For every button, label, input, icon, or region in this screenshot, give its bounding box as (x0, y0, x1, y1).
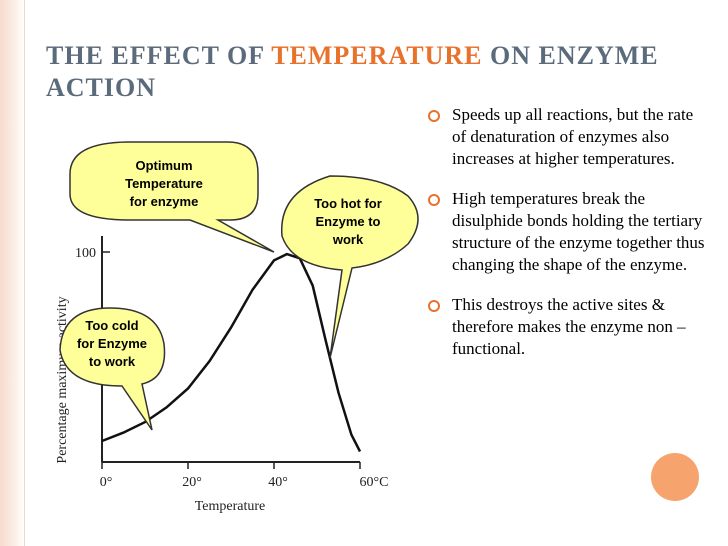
callout-too-cold-line1: Too cold (85, 318, 138, 333)
axis-ticks: 0° 20° 40° 60°C 100 (75, 246, 388, 490)
callout-optimum-line3: for enzyme (130, 194, 199, 209)
x-axis-label: Temperature (195, 499, 266, 514)
activity-curve (101, 252, 362, 453)
callout-too-cold-line2: for Enzyme (77, 336, 147, 351)
callout-optimum-line1: Optimum (135, 158, 192, 173)
decorative-orange-circle (651, 453, 699, 501)
ring-bullet-icon (428, 300, 440, 312)
title-accent-word: TEMPERATURE (271, 41, 483, 70)
bullet-list: Speeds up all reactions, but the rate of… (428, 104, 706, 378)
bullet-item: Speeds up all reactions, but the rate of… (428, 104, 706, 170)
ring-bullet-icon (428, 194, 440, 206)
callout-optimum-line2: Temperature (125, 176, 203, 191)
x-tick-label: 40° (268, 475, 288, 490)
callout-too-hot-bubble (281, 175, 419, 359)
bullet-text: Speeds up all reactions, but the rate of… (452, 105, 694, 168)
x-tick-label: 0° (100, 475, 113, 490)
y-tick-label: 100 (75, 246, 96, 261)
slide-title: THE EFFECT OF TEMPERATURE ON ENZYME ACTI… (46, 40, 686, 104)
bullet-item: High temperatures break the disulphide b… (428, 188, 706, 276)
y-axis-label: Percentage maximum activity (55, 296, 70, 463)
callout-too-hot: Too hot for Enzyme to work (281, 175, 419, 359)
callout-too-cold-bubble (59, 307, 166, 431)
x-tick-label: 20° (182, 475, 202, 490)
slide-left-border (0, 0, 25, 546)
callout-optimum: Optimum Temperature for enzyme (69, 141, 275, 253)
bullet-text: High temperatures break the disulphide b… (452, 189, 705, 274)
callout-too-hot-line1: Too hot for (314, 196, 382, 211)
callout-too-cold: Too cold for Enzyme to work (59, 307, 166, 431)
callout-too-cold-line3: to work (89, 354, 136, 369)
callout-optimum-bubble (69, 141, 275, 253)
callout-too-hot-line2: Enzyme to (315, 214, 380, 229)
callout-too-hot-line3: work (332, 232, 364, 247)
x-tick-label: 60°C (360, 475, 389, 490)
enzyme-activity-chart: 0° 20° 40° 60°C 100 Percentage maximum activ… (55, 141, 419, 514)
title-part2: ON ENZYME ACTION (46, 41, 659, 102)
title-part1: THE EFFECT OF (46, 41, 272, 70)
bullet-item: This destroys the active sites & therefo… (428, 294, 706, 360)
ring-bullet-icon (428, 110, 440, 122)
bullet-text: This destroys the active sites & therefo… (452, 295, 686, 358)
